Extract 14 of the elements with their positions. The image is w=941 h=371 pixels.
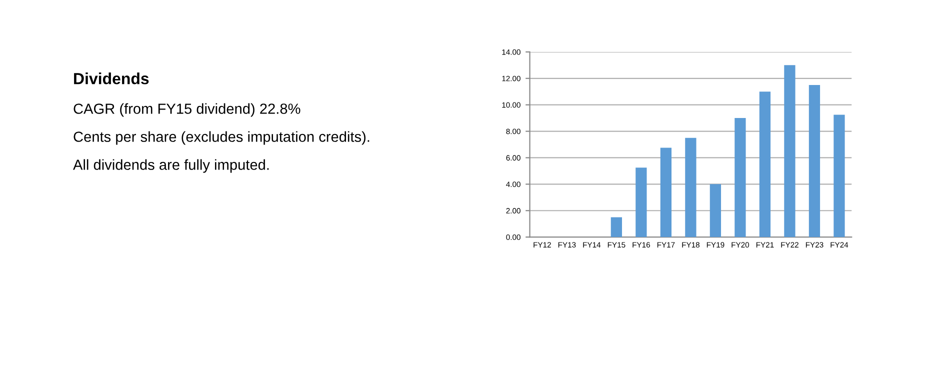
bar [808, 85, 820, 238]
text: Cents per share (excludes imputation credits). [74, 131, 370, 145]
text: Dividends [74, 72, 149, 84]
bar [610, 217, 622, 238]
bar [660, 148, 672, 238]
bar [759, 92, 771, 238]
bar [685, 138, 696, 238]
bar [636, 168, 647, 238]
bar [734, 118, 746, 238]
bar [834, 114, 845, 238]
text: All dividends are fully imputed. [73, 159, 269, 173]
text: CAGR (from FY15 dividend) 22.8% [74, 103, 300, 117]
bar [784, 65, 796, 238]
bar [710, 184, 722, 238]
